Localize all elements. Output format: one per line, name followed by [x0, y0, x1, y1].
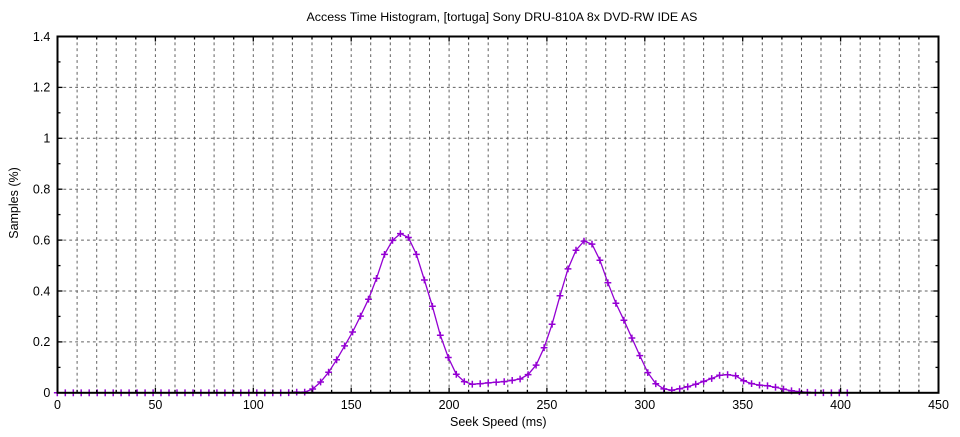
svg-text:100: 100 — [243, 398, 264, 412]
svg-text:300: 300 — [634, 398, 655, 412]
svg-text:50: 50 — [148, 398, 162, 412]
svg-text:350: 350 — [732, 398, 753, 412]
svg-text:1: 1 — [43, 132, 50, 146]
svg-text:150: 150 — [341, 398, 362, 412]
svg-text:0.6: 0.6 — [33, 233, 50, 247]
svg-text:1.2: 1.2 — [33, 81, 50, 95]
svg-text:400: 400 — [830, 398, 851, 412]
svg-text:0.2: 0.2 — [33, 335, 50, 349]
svg-text:450: 450 — [928, 398, 949, 412]
svg-text:Samples (%): Samples (%) — [7, 167, 21, 239]
svg-text:Access Time Histogram, [tortug: Access Time Histogram, [tortuga] Sony DR… — [307, 10, 698, 24]
svg-text:1.4: 1.4 — [33, 30, 50, 44]
svg-text:0.8: 0.8 — [33, 183, 50, 197]
svg-text:250: 250 — [536, 398, 557, 412]
svg-text:0.4: 0.4 — [33, 284, 50, 298]
svg-text:0: 0 — [43, 386, 50, 400]
svg-text:Seek Speed (ms): Seek Speed (ms) — [450, 415, 547, 429]
svg-text:200: 200 — [439, 398, 460, 412]
svg-text:0: 0 — [54, 398, 61, 412]
